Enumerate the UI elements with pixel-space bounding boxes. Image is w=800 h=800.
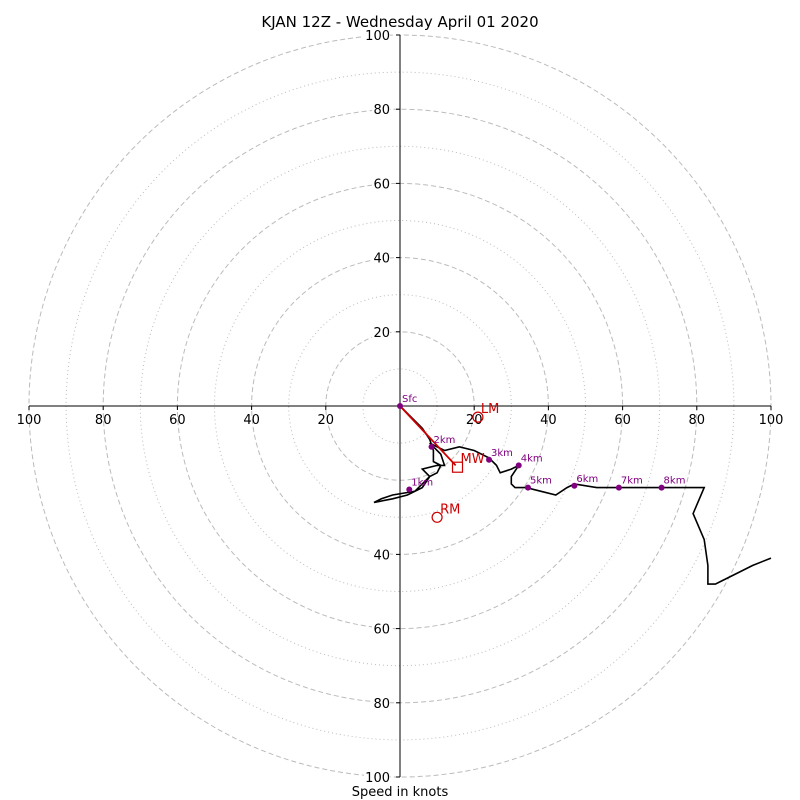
y-tick-label-background <box>372 175 390 191</box>
storm-motion-marker <box>431 511 443 523</box>
height-marker-label: 1km <box>411 477 433 488</box>
y-tick-label-background <box>372 546 390 562</box>
y-tick-label: 60 <box>373 623 390 638</box>
storm-motion-label: LM <box>481 402 499 417</box>
y-tick-label-background <box>364 27 390 42</box>
height-marker-label: 4km <box>521 453 543 464</box>
height-marker-label: 2km <box>434 435 456 446</box>
y-tick-label: 80 <box>373 103 390 118</box>
y-tick-label-background <box>372 323 390 339</box>
height-marker-label: 7km <box>621 476 643 487</box>
mean-wind-vector <box>399 405 457 466</box>
height-marker <box>615 484 622 491</box>
height-marker-label: 8km <box>664 476 686 487</box>
tick-labels: 100 80 60 40 20 20 40 60 80 100100806040204060801… <box>17 27 784 786</box>
height-marker <box>428 443 435 450</box>
height-marker <box>406 486 413 493</box>
storm-motion-markers: LM MW RM <box>431 402 499 523</box>
height-marker <box>486 456 493 463</box>
height-marker-label: 5km <box>530 476 552 487</box>
storm-motion-marker <box>472 411 484 423</box>
y-tick-label: 60 <box>373 177 390 192</box>
storm-motion-marker <box>451 461 464 473</box>
y-tick-label: 40 <box>373 252 390 267</box>
x-tick-label: 100 <box>17 413 42 428</box>
x-tick-label: 40 <box>243 413 260 428</box>
height-marker <box>571 482 578 489</box>
height-marker <box>524 484 531 491</box>
x-tick-label: 20 <box>318 413 335 428</box>
y-tick-label-background <box>364 769 390 784</box>
y-tick-label-background <box>372 101 390 117</box>
height-marker <box>658 484 665 491</box>
x-axis-label: Speed in knots <box>352 785 449 800</box>
hodograph-series <box>373 405 772 585</box>
x-tick-label: 100 <box>759 413 784 428</box>
height-marker <box>397 403 403 409</box>
storm-motion-label: MW <box>461 452 485 467</box>
x-tick-label: 80 <box>689 413 706 428</box>
hodograph-line <box>373 405 772 585</box>
y-tick-label-background <box>372 620 390 636</box>
x-tick-label: 40 <box>540 413 557 428</box>
x-tick-label: 80 <box>95 413 112 428</box>
y-tick-label: 80 <box>373 697 390 712</box>
storm-motion-label: RM <box>440 502 460 517</box>
height-marker-label: 3km <box>491 448 513 459</box>
x-tick-label: 60 <box>169 413 186 428</box>
x-tick-label: 60 <box>614 413 631 428</box>
y-tick-label: 40 <box>373 548 390 563</box>
height-marker-label: Sfc <box>402 394 417 405</box>
height-markers: Sfc 1km 2km 3km 4km 5km 6km 7km 8km <box>397 394 686 493</box>
y-tick-label-background <box>372 694 390 710</box>
chart-title: KJAN 12Z - Wednesday April 01 2020 <box>261 13 538 31</box>
height-marker <box>515 462 522 469</box>
y-tick-label-background <box>372 249 390 265</box>
height-marker-label: 6km <box>576 474 598 485</box>
y-tick-label: 100 <box>365 29 390 44</box>
y-tick-label: 20 <box>373 326 390 341</box>
y-tick-label: 100 <box>365 771 390 786</box>
